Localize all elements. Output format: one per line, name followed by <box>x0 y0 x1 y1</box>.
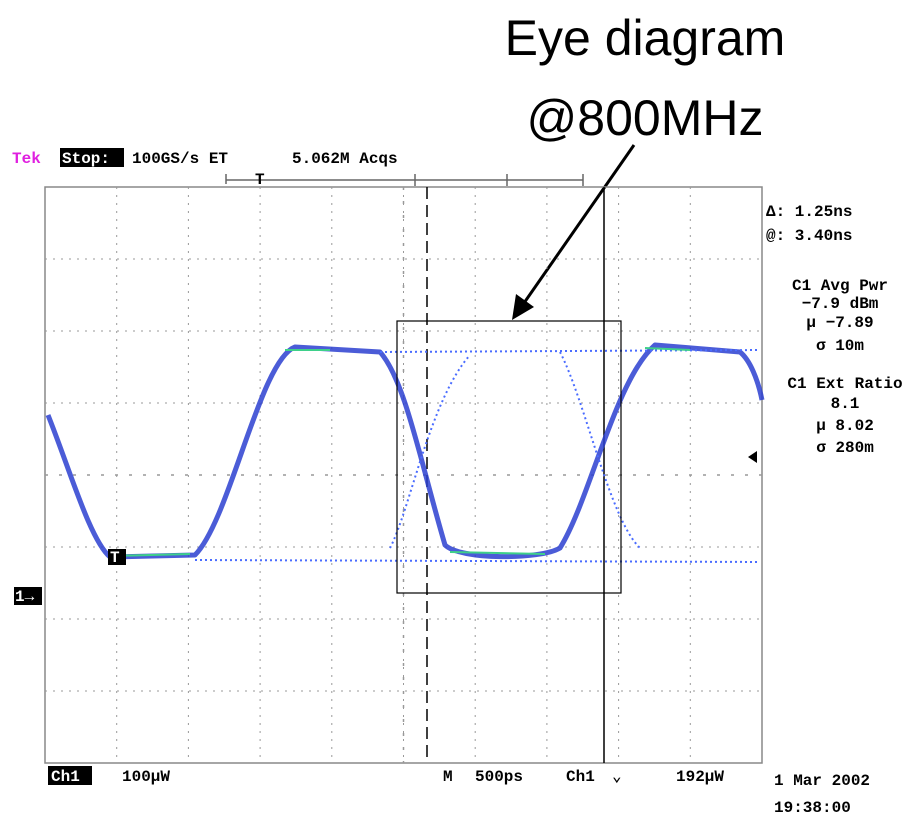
annotation: @800MHz <box>527 90 764 146</box>
readout: Δ: 1.25ns <box>766 203 852 221</box>
readout: µ 8.02 <box>816 417 874 435</box>
trace-trigger: T <box>110 549 120 567</box>
arrow-head <box>512 294 534 320</box>
record-bar <box>226 174 583 186</box>
trig-slope: ⌄ <box>612 768 622 786</box>
mode: M <box>443 768 453 786</box>
trigger-level-marker <box>748 451 757 463</box>
scale: 100µW <box>122 768 170 786</box>
readout: C1 Ext Ratio <box>787 375 902 393</box>
date: 1 Mar 2002 <box>774 772 870 790</box>
waveform <box>48 345 762 562</box>
graticule <box>45 187 762 763</box>
readout: µ −7.89 <box>806 314 873 332</box>
channel: Ch1 <box>51 768 80 786</box>
footer: Ch1 100µW M 500ps Ch1 ⌄ 192µW 1 Mar 2002… <box>48 766 870 817</box>
brand: Tek <box>12 150 41 168</box>
annotation: Eye diagram <box>505 10 786 66</box>
eye-box <box>397 321 621 593</box>
time: 19:38:00 <box>774 799 851 817</box>
readout: @: 3.40ns <box>766 227 852 245</box>
channel-marker: 1→ <box>15 588 35 606</box>
readouts: Δ: 1.25ns @: 3.40ns C1 Avg Pwr −7.9 dBm … <box>766 203 903 457</box>
trig-channel: Ch1 <box>566 768 595 786</box>
state: Stop: <box>62 150 110 168</box>
acqs: 5.062M Acqs <box>292 150 398 168</box>
rate: 100GS/s ET <box>132 150 228 168</box>
readout: −7.9 dBm <box>802 295 879 313</box>
readout: 8.1 <box>831 395 860 413</box>
arrow <box>524 145 634 303</box>
trig-level: 192µW <box>676 768 724 786</box>
scope-screenshot: Eye diagram @800MHz Tek Stop: 100GS/s ET… <box>0 0 918 819</box>
timebase: 500ps <box>475 768 523 786</box>
readout: C1 Avg Pwr <box>792 277 888 295</box>
readout: σ 10m <box>816 337 864 355</box>
readout: σ 280m <box>816 439 874 457</box>
